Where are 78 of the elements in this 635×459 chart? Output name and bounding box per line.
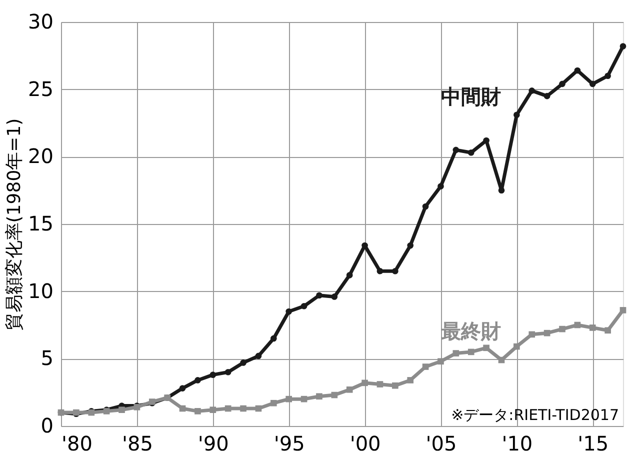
y-tick-label: 5: [40, 346, 54, 370]
point: [331, 294, 338, 300]
point: [452, 350, 460, 356]
point: [255, 352, 262, 360]
point: [179, 405, 186, 412]
point: [118, 406, 125, 414]
point: [438, 183, 444, 190]
point: [346, 386, 353, 393]
point: [544, 92, 550, 100]
point: [422, 364, 429, 370]
y-tick-label: 10: [28, 278, 54, 303]
point: [376, 268, 384, 274]
point: [224, 368, 232, 376]
point: [589, 80, 596, 88]
point: [468, 348, 474, 356]
point: [316, 292, 322, 299]
point: [498, 356, 505, 364]
point: [528, 331, 536, 338]
x-tick-label: '10: [502, 432, 533, 456]
point: [255, 405, 262, 412]
point: [407, 242, 414, 249]
point: [528, 88, 536, 94]
point: [483, 344, 490, 352]
point: [210, 372, 216, 378]
point: [422, 203, 429, 210]
point: [194, 377, 201, 384]
point: [452, 146, 460, 154]
point: [286, 308, 292, 315]
point: [604, 72, 611, 80]
point: [498, 187, 505, 194]
point: [559, 80, 566, 88]
point: [589, 324, 596, 331]
point: [331, 392, 338, 398]
point: [574, 322, 581, 328]
point: [392, 268, 398, 274]
x-tick-label: '05: [426, 432, 457, 456]
y-axis-title: 貿易額変化率(1980年=1): [4, 118, 26, 331]
point: [514, 343, 520, 350]
point: [300, 302, 308, 310]
point: [438, 358, 444, 365]
annotation: ※データ:RIETI-TID2017: [451, 406, 619, 424]
x-tick-label: '85: [122, 432, 153, 456]
point: [240, 405, 246, 412]
series-label: 中間財: [441, 84, 502, 109]
x-tick-label: '80: [62, 432, 92, 456]
point: [286, 396, 292, 402]
point: [574, 67, 581, 74]
point: [559, 326, 566, 332]
point: [240, 360, 246, 366]
point: [604, 327, 611, 334]
x-tick-label: '00: [350, 432, 381, 456]
point: [514, 112, 520, 118]
point: [316, 393, 322, 400]
point: [300, 396, 308, 402]
point: [620, 307, 626, 314]
point: [362, 380, 368, 386]
point: [210, 406, 216, 414]
point: [407, 377, 414, 384]
point: [179, 385, 186, 392]
point: [483, 137, 490, 144]
point: [346, 272, 353, 278]
y-tick-label: 25: [28, 76, 54, 101]
point: [224, 405, 232, 412]
point: [270, 400, 277, 406]
point: [392, 382, 398, 389]
point: [620, 43, 626, 50]
point: [544, 330, 550, 336]
x-tick-label: '90: [198, 432, 229, 456]
y-tick-label: 0: [40, 414, 54, 438]
y-tick-label: 30: [28, 10, 54, 34]
y-tick-label: 15: [28, 212, 54, 236]
point: [194, 408, 201, 414]
y-tick-label: 20: [28, 144, 54, 168]
point: [270, 335, 277, 342]
point: [376, 381, 384, 388]
x-tick-label: '15: [578, 432, 609, 456]
point: [468, 149, 474, 156]
x-tick-label: '95: [274, 432, 305, 456]
